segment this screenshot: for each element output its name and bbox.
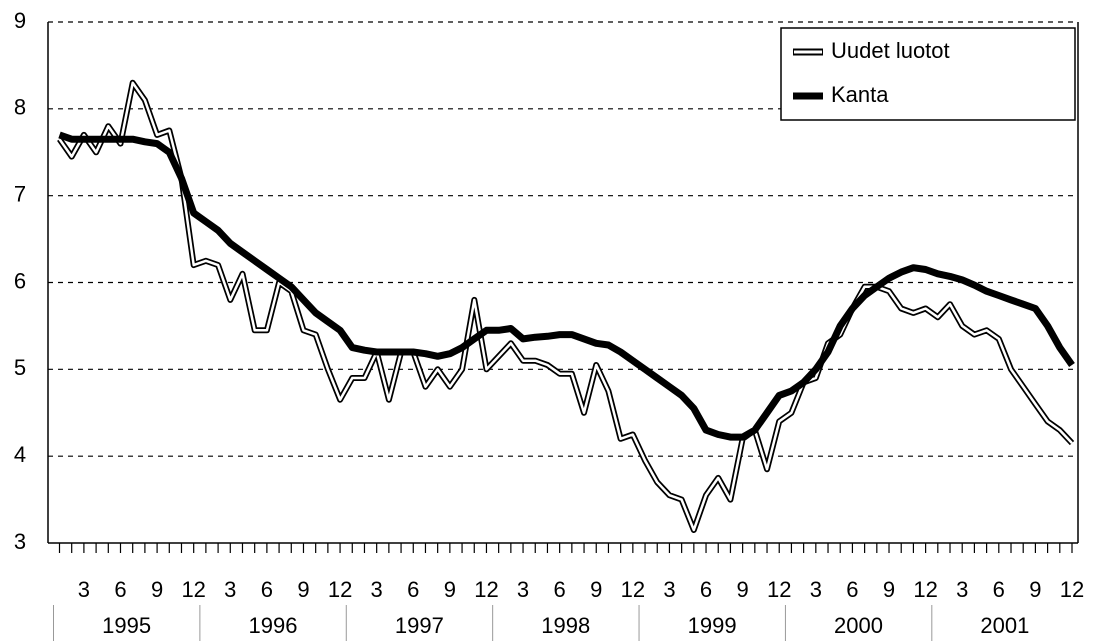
legend-label: Kanta [831,82,889,107]
year-label: 1997 [395,613,444,638]
x-tick-label: 3 [663,577,675,602]
x-tick-label: 3 [371,577,383,602]
legend-label: Uudet luotot [831,38,950,63]
y-tick-label: 9 [14,8,26,33]
x-tick-label: 3 [224,577,236,602]
x-tick-label: 6 [846,577,858,602]
x-tick-label: 9 [444,577,456,602]
x-tick-label: 9 [297,577,309,602]
y-tick-label: 6 [14,268,26,293]
x-tick-label: 12 [913,577,937,602]
year-label: 1995 [102,613,151,638]
x-tick-label: 6 [261,577,273,602]
x-tick-label: 6 [554,577,566,602]
y-tick-label: 8 [14,95,26,120]
year-label: 2000 [834,613,883,638]
x-tick-label: 12 [1060,577,1084,602]
x-tick-label: 12 [328,577,352,602]
line [58,131,1075,441]
year-label: 1996 [249,613,298,638]
year-label: 2001 [980,613,1029,638]
x-tick-label: 6 [407,577,419,602]
x-tick-label: 3 [810,577,822,602]
x-tick-label: 6 [114,577,126,602]
x-tick-label: 6 [993,577,1005,602]
x-tick-label: 9 [883,577,895,602]
x-tick-label: 9 [590,577,602,602]
x-tick-label: 3 [956,577,968,602]
year-label: 1999 [688,613,737,638]
x-tick-label: 9 [737,577,749,602]
x-tick-label: 12 [621,577,645,602]
legend-box [780,27,1076,121]
line [58,81,1073,532]
x-tick-label: 9 [151,577,163,602]
x-tick-label: 3 [78,577,90,602]
x-tick-label: 12 [181,577,205,602]
x-tick-label: 3 [517,577,529,602]
y-tick-label: 7 [14,181,26,206]
x-tick-label: 9 [1029,577,1041,602]
y-tick-label: 5 [14,355,26,380]
x-tick-label: 12 [767,577,791,602]
x-tick-label: 6 [700,577,712,602]
x-tick-label: 12 [474,577,498,602]
y-tick-label: 4 [14,442,26,467]
year-label: 1998 [541,613,590,638]
y-tick-label: 3 [14,529,26,554]
line-outline [57,79,1075,533]
